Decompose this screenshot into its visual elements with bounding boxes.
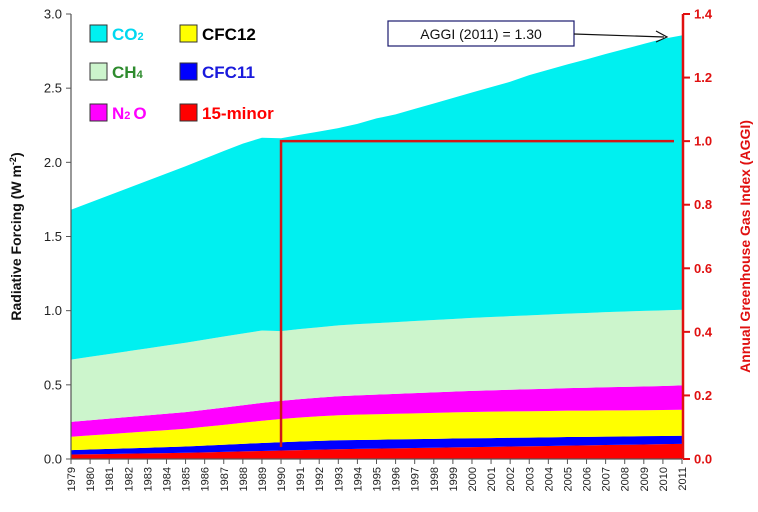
x-tick-label: 1984	[161, 467, 173, 491]
legend-label: CFC12	[202, 25, 256, 44]
y-tick-label: 1.0	[44, 303, 62, 318]
x-tick-label: 1988	[238, 467, 250, 491]
y-tick-label: 2.0	[44, 155, 62, 170]
x-tick-label: 2011	[677, 467, 689, 491]
y-tick-label: 2.5	[44, 81, 62, 96]
annotation-text: AGGI (2011) = 1.30	[420, 26, 542, 42]
x-tick-label: 2009	[639, 467, 651, 491]
x-tick-label: 2000	[467, 467, 479, 491]
y-axis-title: Radiative Forcing (W m-2)	[8, 152, 24, 320]
y-ticks: 0.0 0.5 1.0 1.5 2.0 2.5 3.0	[44, 7, 71, 467]
y-tick-label: 0.5	[44, 377, 62, 392]
legend-label: CO2	[112, 25, 144, 44]
legend: CO2 CFC12 CH4 CFC11 N2 O 15-minor	[89, 24, 274, 123]
x-tick-label: 1996	[391, 467, 403, 491]
x-tick-label: 2002	[505, 467, 517, 491]
y-axis-title-end: )	[8, 152, 24, 157]
legend-item-cfc11: CFC11	[179, 62, 255, 82]
x-tick-label: 1993	[333, 467, 345, 491]
x-tick-label: 2005	[562, 467, 574, 491]
y-axis-title-main: Radiative Forcing (W m	[8, 165, 24, 321]
x-tick-label: 1994	[352, 467, 364, 491]
aggi-annotation: AGGI (2011) = 1.30	[387, 20, 669, 47]
y2-tick-label: 1.4	[694, 7, 713, 22]
area-co2	[71, 35, 682, 360]
legend-label: CH4	[112, 63, 144, 82]
x-tick-label: 1979	[66, 467, 78, 491]
annotation-arrow	[573, 33, 665, 38]
x-tick-label: 1985	[181, 467, 193, 491]
x-tick-label: 1987	[219, 467, 231, 491]
y-axis-title-sup: -2	[8, 157, 18, 165]
x-tick-label: 2008	[620, 467, 632, 491]
x-tick-label: 2007	[601, 467, 613, 491]
y-tick-label: 3.0	[44, 7, 62, 22]
legend-item-ch4: CH4	[89, 62, 144, 82]
x-tick-label: 1981	[104, 467, 116, 491]
x-tick-label: 1980	[85, 467, 97, 491]
legend-swatch	[179, 62, 198, 81]
y-tick-label: 0.0	[44, 452, 62, 467]
area-15-minor	[71, 443, 682, 459]
y2-tick-label: 0.8	[694, 197, 712, 212]
x-tick-label: 1998	[429, 467, 441, 491]
legend-item-cfc12: CFC12	[179, 24, 256, 44]
x-tick-label: 1997	[410, 467, 422, 491]
aggi-reference-line	[279, 139, 674, 447]
legend-swatch	[179, 24, 198, 43]
y2-tick-label: 1.0	[694, 134, 712, 149]
x-tick-label: 2010	[658, 467, 670, 491]
x-tick-label: 1983	[142, 467, 154, 491]
stacked-areas	[71, 35, 682, 459]
annotation-arrowhead	[655, 30, 669, 43]
x-tick-label: 2003	[524, 467, 536, 491]
legend-swatch	[179, 103, 198, 122]
x-tick-label: 1989	[257, 467, 269, 491]
annotation-box	[387, 20, 575, 47]
y2-tick-label: 1.2	[694, 70, 712, 85]
legend-item-n2o: N2 O	[89, 103, 147, 123]
y2-axis-title: Annual Greenhouse Gas Index (AGGI)	[737, 120, 753, 373]
area-n2o	[71, 385, 682, 437]
x-tick-label: 1982	[123, 467, 135, 491]
legend-swatch	[89, 24, 108, 43]
x-tick-label: 1995	[372, 467, 384, 491]
x-ticks: 1979 1980 1981 1982 1983 1984 1985 1986 1987 1988…	[66, 459, 689, 491]
legend-item-co2: CO2	[89, 24, 144, 44]
x-tick-label: 2006	[582, 467, 594, 491]
y2-ticks: 0.0 0.2 0.4 0.6 0.8 1.0 1.2 1.4	[683, 7, 713, 467]
y2-tick-label: 0.2	[694, 388, 712, 403]
x-tick-label: 1991	[295, 467, 307, 491]
x-tick-label: 1999	[448, 467, 460, 491]
y-tick-label: 1.5	[44, 229, 62, 244]
legend-item-15-minor: 15-minor	[179, 103, 274, 123]
legend-swatch	[89, 62, 108, 81]
x-tick-label: 1992	[314, 467, 326, 491]
x-tick-label: 2001	[486, 467, 498, 491]
area-ch4	[71, 309, 682, 422]
y2-tick-label: 0.4	[694, 324, 713, 339]
legend-swatch	[89, 103, 108, 122]
legend-label: 15-minor	[202, 104, 274, 123]
area-cfc11	[71, 435, 682, 455]
legend-label: CFC11	[202, 63, 255, 82]
reference-line	[279, 139, 674, 447]
x-tick-label: 1990	[276, 467, 288, 491]
x-tick-label: 2004	[543, 467, 555, 491]
x-tick-label: 1986	[200, 467, 212, 491]
y2-tick-label: 0.6	[694, 261, 712, 276]
y2-tick-label: 0.0	[694, 452, 712, 467]
legend-label: N2 O	[112, 104, 147, 123]
area-cfc12	[71, 409, 682, 451]
